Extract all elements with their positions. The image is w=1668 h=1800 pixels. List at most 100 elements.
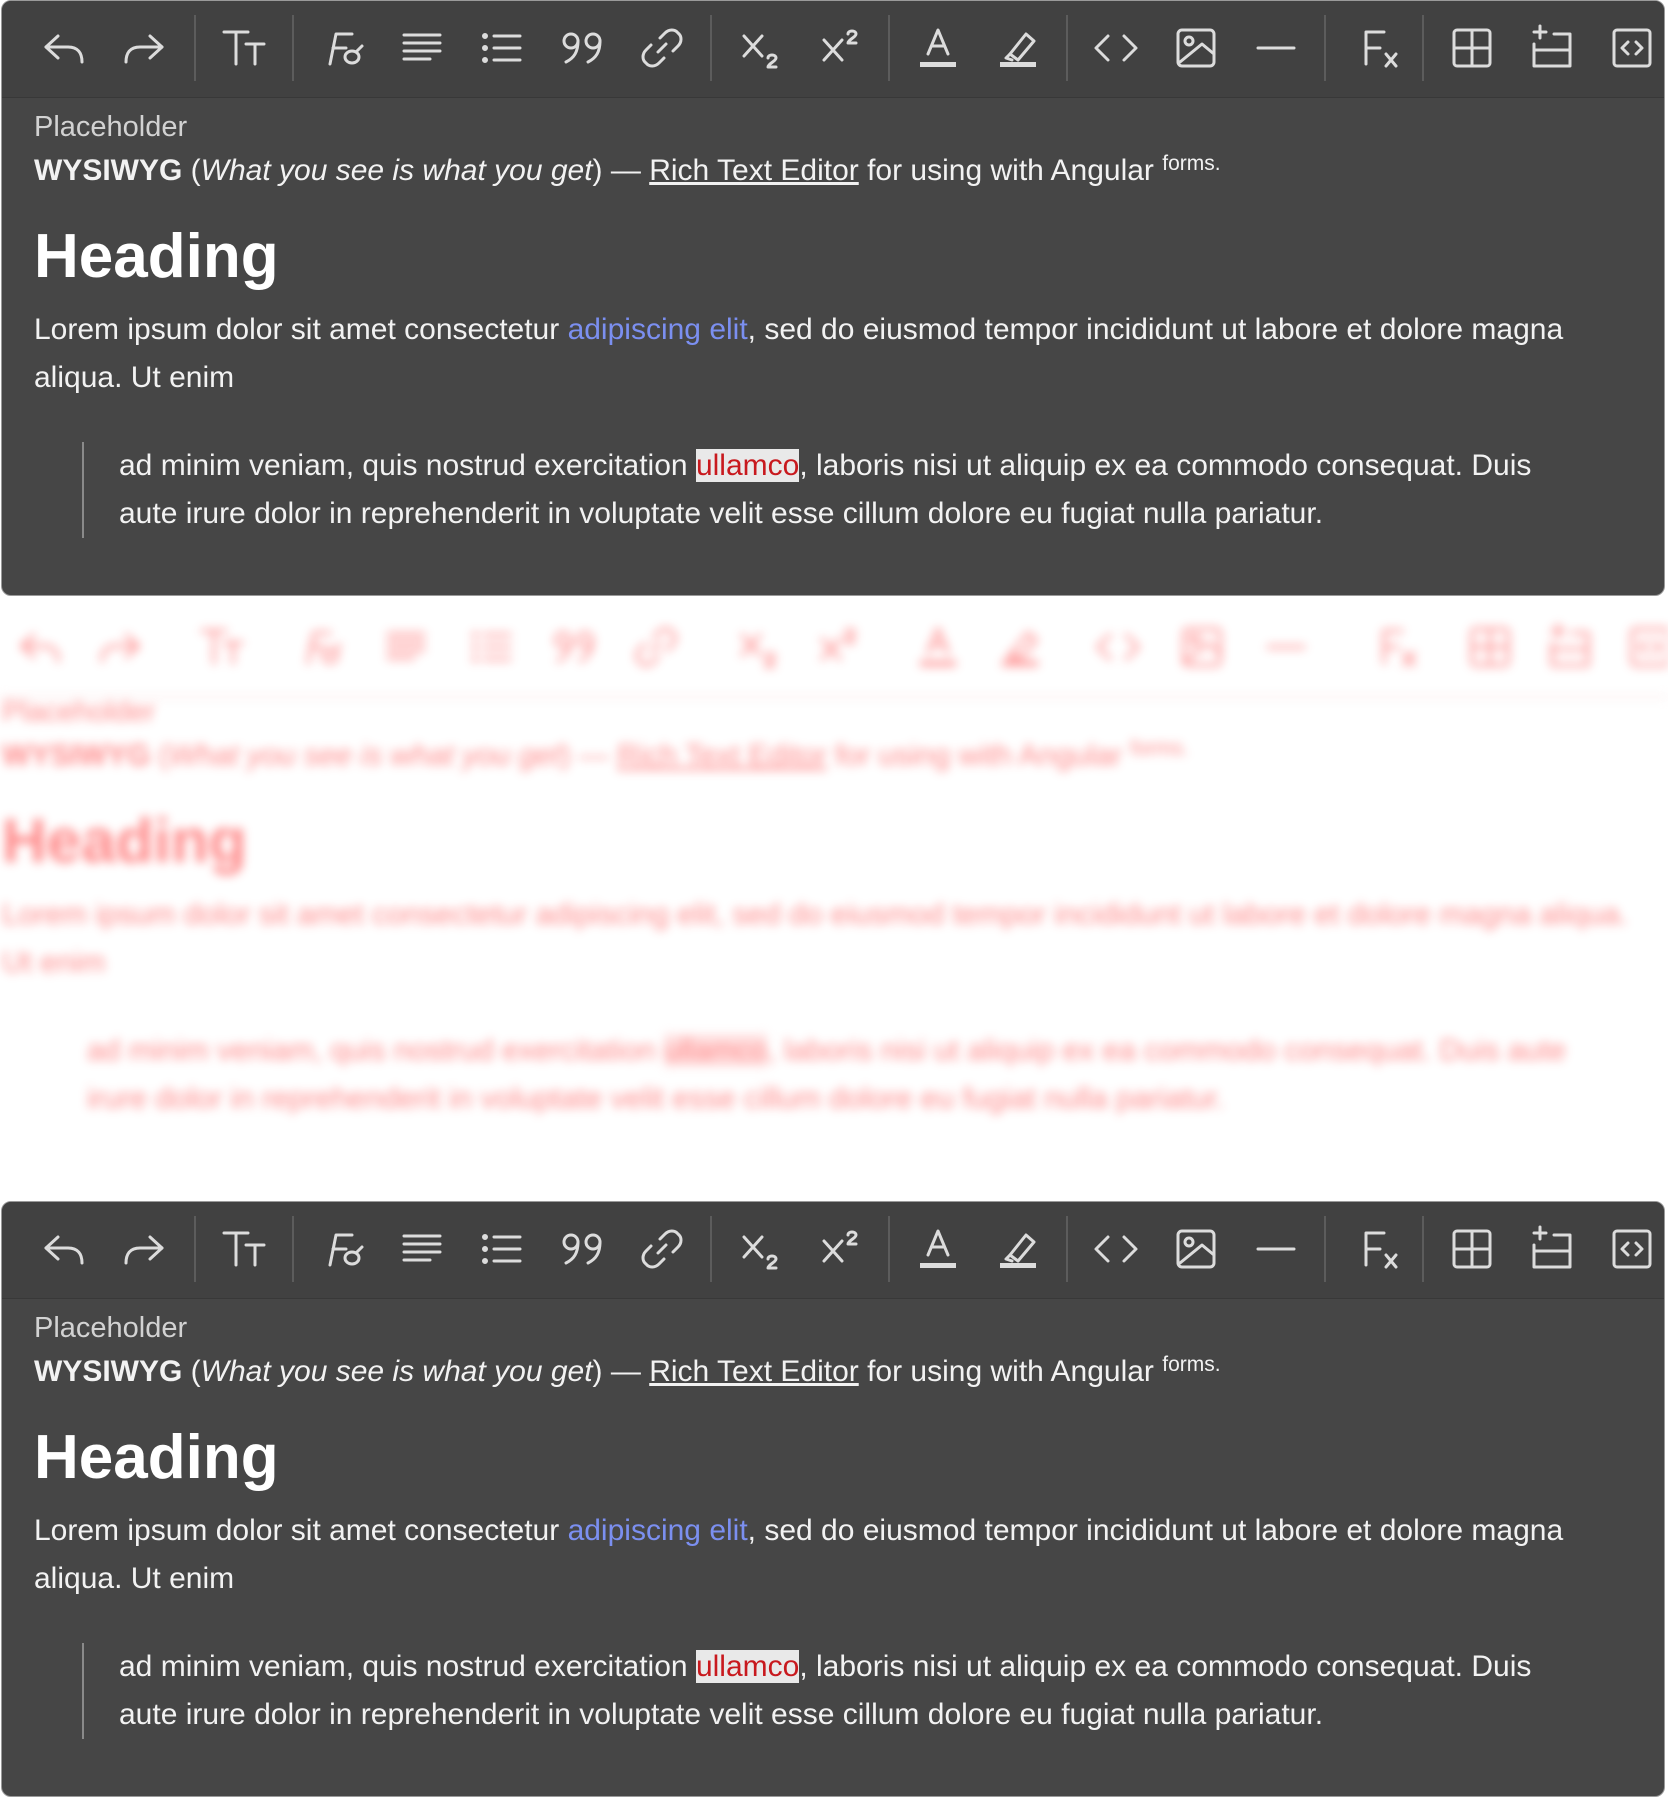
toolbar-divider [194, 1216, 196, 1282]
content-heading: Heading [34, 1423, 279, 1492]
editor-content[interactable]: Placeholder WYSIWYG (What you see is wha… [34, 1306, 1634, 1739]
image-icon [1176, 621, 1228, 673]
text-run: , laboris nisi ut aliquip ex ea commodo … [119, 1650, 1532, 1731]
superscript-text: forms. [1162, 1353, 1221, 1376]
clear-format-icon[interactable] [1352, 1223, 1404, 1275]
align-left-icon[interactable] [396, 1223, 448, 1275]
toolbar-divider [888, 15, 890, 81]
table-icon [1464, 621, 1516, 673]
text-color-icon[interactable] [912, 22, 964, 74]
content-blockquote: ad minim veniam, quis nostrud exercitati… [82, 1643, 1634, 1739]
clear-format-icon[interactable] [1352, 22, 1404, 74]
toolbar-divider [194, 15, 196, 81]
content-paragraph: Lorem ipsum dolor sit amet consectetur a… [2, 891, 1638, 987]
horizontal-rule-icon[interactable] [1250, 1223, 1302, 1275]
intro-line: WYSIWYG (What you see is what you get) —… [34, 1350, 1634, 1397]
highlight-icon[interactable] [992, 22, 1044, 74]
bold-text: WYSIWYG [2, 739, 151, 772]
source-code-icon [1624, 621, 1668, 673]
insert-row-icon [1544, 621, 1596, 673]
bullet-list-icon[interactable] [476, 1223, 528, 1275]
italic-text: What you see is what you get [200, 1355, 593, 1388]
text-run: ad minim veniam, quis nostrud exercitati… [119, 449, 696, 482]
code-icon[interactable] [1090, 1223, 1142, 1275]
text-run: ( [182, 154, 201, 187]
editor-content[interactable]: Placeholder WYSIWYG (What you see is wha… [34, 105, 1634, 538]
bullet-list-icon [466, 621, 518, 673]
content-link: adipiscing elit [535, 898, 716, 931]
insert-row-icon[interactable] [1526, 22, 1578, 74]
text-run: for using with Angular [826, 739, 1131, 772]
intro-line: WYSIWYG (What you see is what you get) —… [34, 149, 1634, 196]
toolbar-divider [1066, 15, 1068, 81]
align-left-icon[interactable] [396, 22, 448, 74]
text-run: , laboris nisi ut aliquip ex ea commodo … [119, 449, 1532, 530]
source-code-icon[interactable] [1606, 22, 1658, 74]
image-icon[interactable] [1170, 1223, 1222, 1275]
redo-icon[interactable] [118, 22, 170, 74]
table-icon[interactable] [1446, 22, 1498, 74]
link-icon[interactable] [636, 22, 688, 74]
undo-icon[interactable] [38, 22, 90, 74]
blockquote-icon[interactable] [556, 22, 608, 74]
font-style-icon[interactable] [316, 1223, 368, 1275]
text-size-icon[interactable] [218, 22, 270, 74]
rich-text-editor-bottom: Placeholder WYSIWYG (What you see is wha… [1, 1201, 1665, 1797]
text-size-icon[interactable] [218, 1223, 270, 1275]
horizontal-rule-icon [1260, 621, 1312, 673]
text-color-icon[interactable] [912, 1223, 964, 1275]
ghost-content: Placeholder WYSIWYG (What you see is wha… [2, 690, 1638, 1123]
placeholder-text: Placeholder [2, 696, 156, 728]
bullet-list-icon[interactable] [476, 22, 528, 74]
rich-text-editor-top: Placeholder WYSIWYG (What you see is wha… [1, 0, 1665, 596]
horizontal-rule-icon[interactable] [1250, 22, 1302, 74]
toolbar-divider [1324, 15, 1326, 81]
toolbar-divider [1422, 1216, 1424, 1282]
text-run: ) — [592, 154, 650, 187]
source-code-icon[interactable] [1606, 1223, 1658, 1275]
image-icon[interactable] [1170, 22, 1222, 74]
code-icon[interactable] [1090, 22, 1142, 74]
undo-icon[interactable] [38, 1223, 90, 1275]
blockquote-icon[interactable] [556, 1223, 608, 1275]
text-run: ) — [560, 739, 618, 772]
text-run: for using with Angular [858, 1355, 1163, 1388]
italic-text: What you see is what you get [200, 154, 593, 187]
highlighted-text: ullamco [663, 1034, 768, 1067]
text-run: ) — [592, 1355, 650, 1388]
content-link[interactable]: adipiscing elit [567, 313, 748, 346]
intro-line: WYSIWYG (What you see is what you get) —… [2, 734, 1638, 781]
ghost-toolbar [0, 600, 1668, 698]
font-style-icon [294, 621, 346, 673]
text-run: Lorem ipsum dolor sit amet consectetur [34, 1514, 568, 1547]
subscript-icon[interactable] [736, 1223, 788, 1275]
clear-format-icon [1370, 621, 1422, 673]
editor-toolbar [2, 1, 1664, 98]
underlined-text: Rich Text Editor [649, 1355, 859, 1388]
link-icon[interactable] [636, 1223, 688, 1275]
superscript-icon[interactable] [816, 1223, 868, 1275]
font-style-icon[interactable] [316, 22, 368, 74]
content-blockquote: ad minim veniam, quis nostrud exercitati… [50, 1027, 1638, 1123]
redo-icon [94, 621, 146, 673]
superscript-text: forms. [1130, 737, 1189, 760]
table-icon[interactable] [1446, 1223, 1498, 1275]
diff-overlay: Placeholder WYSIWYG (What you see is wha… [0, 600, 1668, 1200]
text-run: ( [150, 739, 169, 772]
link-icon [630, 621, 682, 673]
insert-row-icon[interactable] [1526, 1223, 1578, 1275]
toolbar-divider [1324, 1216, 1326, 1282]
subscript-icon[interactable] [736, 22, 788, 74]
superscript-icon[interactable] [816, 22, 868, 74]
highlighted-text: ullamco [695, 1650, 800, 1683]
highlight-icon[interactable] [992, 1223, 1044, 1275]
redo-icon[interactable] [118, 1223, 170, 1275]
bold-text: WYSIWYG [34, 1355, 183, 1388]
content-paragraph: Lorem ipsum dolor sit amet consectetur a… [34, 1507, 1634, 1603]
toolbar-divider [888, 1216, 890, 1282]
content-blockquote: ad minim veniam, quis nostrud exercitati… [82, 442, 1634, 538]
placeholder-text: Placeholder [34, 111, 188, 143]
text-run: ( [182, 1355, 201, 1388]
content-link[interactable]: adipiscing elit [567, 1514, 748, 1547]
toolbar-divider [1066, 1216, 1068, 1282]
